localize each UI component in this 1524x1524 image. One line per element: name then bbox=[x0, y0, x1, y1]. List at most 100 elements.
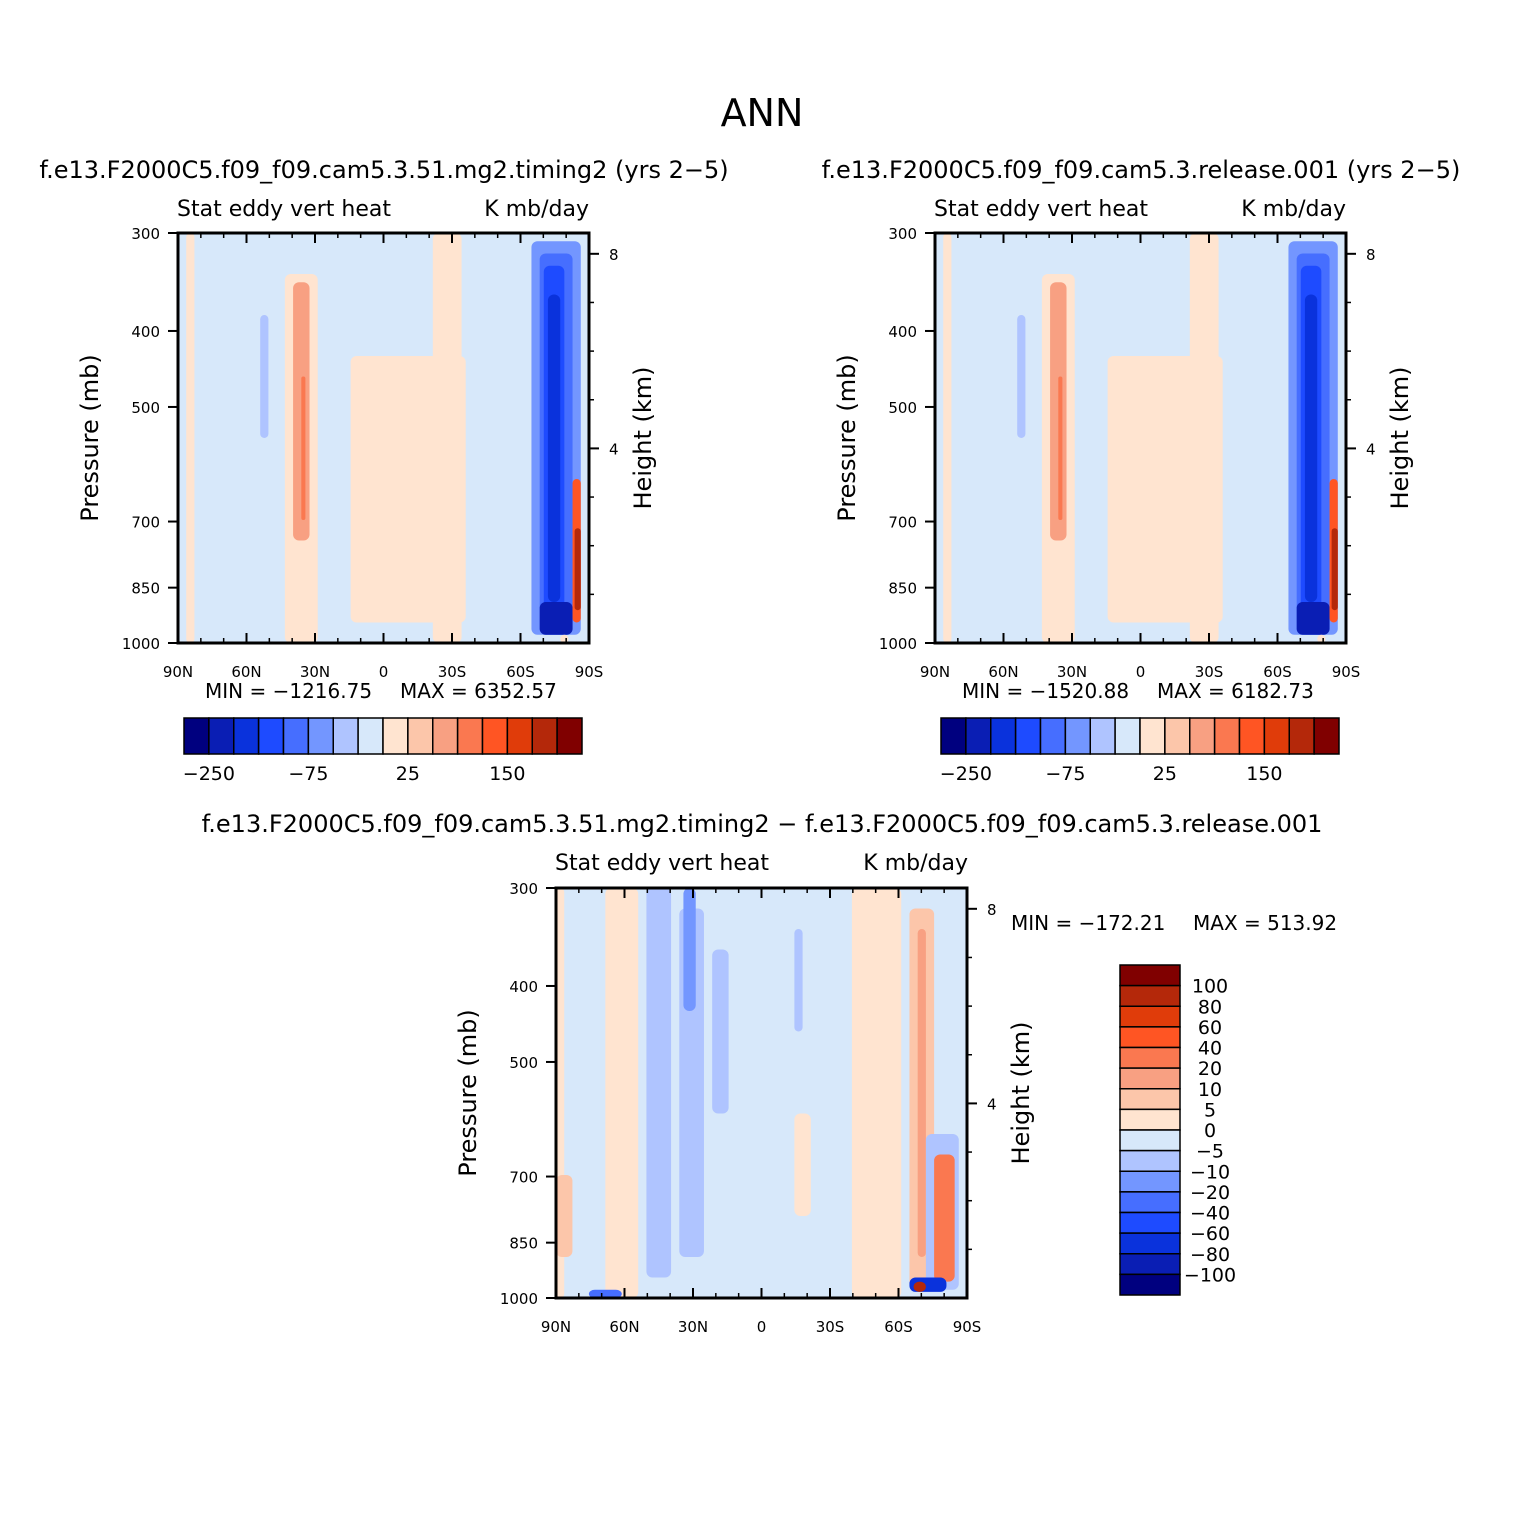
panel-2-contour-region bbox=[1058, 376, 1063, 520]
panel-3-height-tick-label: 4 bbox=[987, 1095, 997, 1113]
panel-1-y-tick-label: 300 bbox=[131, 225, 160, 243]
panel-1-contour-region bbox=[260, 315, 269, 438]
panel-2-colorbar-box bbox=[1313, 717, 1340, 755]
panel-2-contour-region bbox=[1189, 233, 1219, 643]
panel-3-contour-region bbox=[556, 1175, 573, 1257]
panel-2-x-tick-label: 90N bbox=[920, 663, 950, 681]
panel-2-colorbar-label: −75 bbox=[1045, 763, 1085, 785]
panel-3-colorbar-label: −100 bbox=[1184, 1264, 1236, 1286]
panel-3-contour-region bbox=[917, 929, 926, 1257]
panel-1-contour-region bbox=[301, 376, 306, 520]
panel-2-y-tick-label: 850 bbox=[888, 580, 917, 598]
panel-1-x-tick-label: 0 bbox=[379, 663, 389, 681]
panel-2-colorbar-box bbox=[1189, 717, 1216, 755]
panel-1-x-tick-label: 60N bbox=[231, 663, 261, 681]
panel-1-colorbar-box bbox=[282, 717, 310, 755]
panel-1-height-tick-label: 8 bbox=[609, 246, 619, 264]
panel-3-x-tick-label: 90N bbox=[541, 1318, 571, 1336]
panel-1-y-axis-label: Pressure (mb) bbox=[76, 354, 104, 521]
panel-2-colorbar-box bbox=[1139, 717, 1166, 755]
panel-1-contour-region bbox=[432, 233, 462, 643]
panel-1-units: K mb/day bbox=[484, 197, 589, 222]
panel-2-x-tick-label: 60N bbox=[988, 663, 1018, 681]
panel-1-x-tick-label: 30N bbox=[300, 663, 330, 681]
panel-2-x-tick-label: 0 bbox=[1136, 663, 1146, 681]
panel-1-colorbar-box bbox=[407, 717, 434, 755]
panel-1-colorbar-box bbox=[332, 717, 359, 755]
panel-3-colorbar-label: −60 bbox=[1190, 1223, 1230, 1245]
panel-1-contour-region bbox=[574, 528, 581, 611]
panel-3-colorbar-box bbox=[1119, 1026, 1181, 1049]
panel-2-x-tick-label: 30N bbox=[1057, 663, 1087, 681]
panel-2-contour-region bbox=[1017, 315, 1026, 438]
panel-1-height-tick-label: 4 bbox=[609, 440, 619, 458]
panel-3-contour-region bbox=[913, 1281, 926, 1292]
panel-2-colorbar-box bbox=[1064, 717, 1091, 755]
panel-1-max-label: MAX = 6352.57 bbox=[400, 679, 557, 703]
panel-3-x-tick-label: 0 bbox=[757, 1318, 767, 1336]
panel-3-colorbar-label: 5 bbox=[1204, 1099, 1216, 1121]
panel-3-y-tick-label: 500 bbox=[509, 1054, 538, 1072]
panel-1-y-tick-label: 400 bbox=[131, 323, 160, 341]
panel-1-y-tick-label: 500 bbox=[131, 399, 160, 417]
panel-2-colorbar-box bbox=[965, 717, 992, 755]
panel-2-colorbar-box bbox=[1089, 717, 1116, 755]
panel-1-colorbar-box bbox=[233, 717, 260, 755]
panel-1-colorbar-box bbox=[481, 717, 509, 755]
panel-3-y-tick-label: 850 bbox=[509, 1235, 538, 1253]
panel-1-colorbar-box bbox=[208, 717, 235, 755]
panel-3-colorbar-label: 100 bbox=[1192, 976, 1228, 998]
panel-3-colorbar-box bbox=[1119, 1191, 1181, 1214]
panel-3-colorbar-box bbox=[1119, 1273, 1181, 1296]
panel-3-min-label: MIN = −172.21 bbox=[1011, 911, 1165, 935]
panel-2-y-tick-label: 300 bbox=[888, 225, 917, 243]
panel-1-y-tick-label: 1000 bbox=[122, 635, 160, 653]
panel-3-colorbar-box bbox=[1119, 984, 1181, 1007]
panel-3-contour-region bbox=[794, 1113, 811, 1216]
panel-1-colorbar-box bbox=[183, 717, 210, 755]
panel-3-x-tick-label: 90S bbox=[953, 1318, 982, 1336]
panel-3-y-axis-label: Pressure (mb) bbox=[454, 1009, 482, 1176]
panel-3-colorbar-box bbox=[1119, 1232, 1181, 1255]
panel-1-colorbar-box bbox=[531, 717, 558, 755]
panel-3-colorbar-label: 40 bbox=[1198, 1038, 1222, 1060]
panel-2-colorbar-label: 25 bbox=[1153, 763, 1177, 785]
panel-1-colorbar-box bbox=[307, 717, 334, 755]
panel-3-x-tick-label: 30S bbox=[816, 1318, 845, 1336]
panel-3-colorbar-label: −40 bbox=[1190, 1203, 1230, 1225]
panel-3-title: f.e13.F2000C5.f09_f09.cam5.3.51.mg2.timi… bbox=[202, 810, 1323, 838]
panel-2-colorbar-box bbox=[1288, 717, 1315, 755]
panel-3-colorbar-box bbox=[1119, 1211, 1181, 1234]
panel-2-colorbar-box bbox=[1039, 717, 1067, 755]
panel-2-y-tick-label: 500 bbox=[888, 399, 917, 417]
panel-3-variable: Stat eddy vert heat bbox=[555, 851, 769, 876]
panel-1-height-axis-label: Height (km) bbox=[629, 367, 657, 510]
panel-2-x-tick-label: 60S bbox=[1263, 663, 1292, 681]
panel-2-x-tick-label: 90S bbox=[1332, 663, 1361, 681]
panel-1-y-tick-label: 700 bbox=[131, 514, 160, 532]
panel-3-colorbar-label: 80 bbox=[1198, 996, 1222, 1018]
panel-2-variable: Stat eddy vert heat bbox=[934, 197, 1148, 222]
panel-3-x-tick-label: 30N bbox=[678, 1318, 708, 1336]
panel-3-y-tick-label: 400 bbox=[509, 978, 538, 996]
figure-title: ANN bbox=[721, 91, 804, 135]
panel-3-y-tick-label: 300 bbox=[509, 880, 538, 898]
panel-2-y-axis-label: Pressure (mb) bbox=[833, 354, 861, 521]
panel-3-colorbar-label: −20 bbox=[1190, 1182, 1230, 1204]
panel-3-colorbar-label: 10 bbox=[1198, 1079, 1222, 1101]
panel-1-colorbar-box bbox=[556, 717, 583, 755]
panel-1-x-tick-label: 90N bbox=[163, 663, 193, 681]
panel-2-colorbar-label: 150 bbox=[1246, 763, 1282, 785]
panel-3-contour-region bbox=[934, 1154, 955, 1282]
panel-2-colorbar-label: −250 bbox=[940, 763, 992, 785]
panel-3-colorbar-label: −5 bbox=[1196, 1141, 1224, 1163]
panel-2-colorbar-box bbox=[990, 717, 1017, 755]
panel-3-contour-region bbox=[683, 888, 696, 1011]
panel-3-contour-region bbox=[605, 888, 639, 1298]
panel-1-colorbar-box bbox=[382, 717, 409, 755]
panel-2-colorbar-box bbox=[1213, 717, 1241, 755]
panel-2-colorbar-box bbox=[1014, 717, 1042, 755]
panel-3-colorbar-label: 20 bbox=[1198, 1058, 1222, 1080]
panel-1-colorbar-box bbox=[506, 717, 533, 755]
